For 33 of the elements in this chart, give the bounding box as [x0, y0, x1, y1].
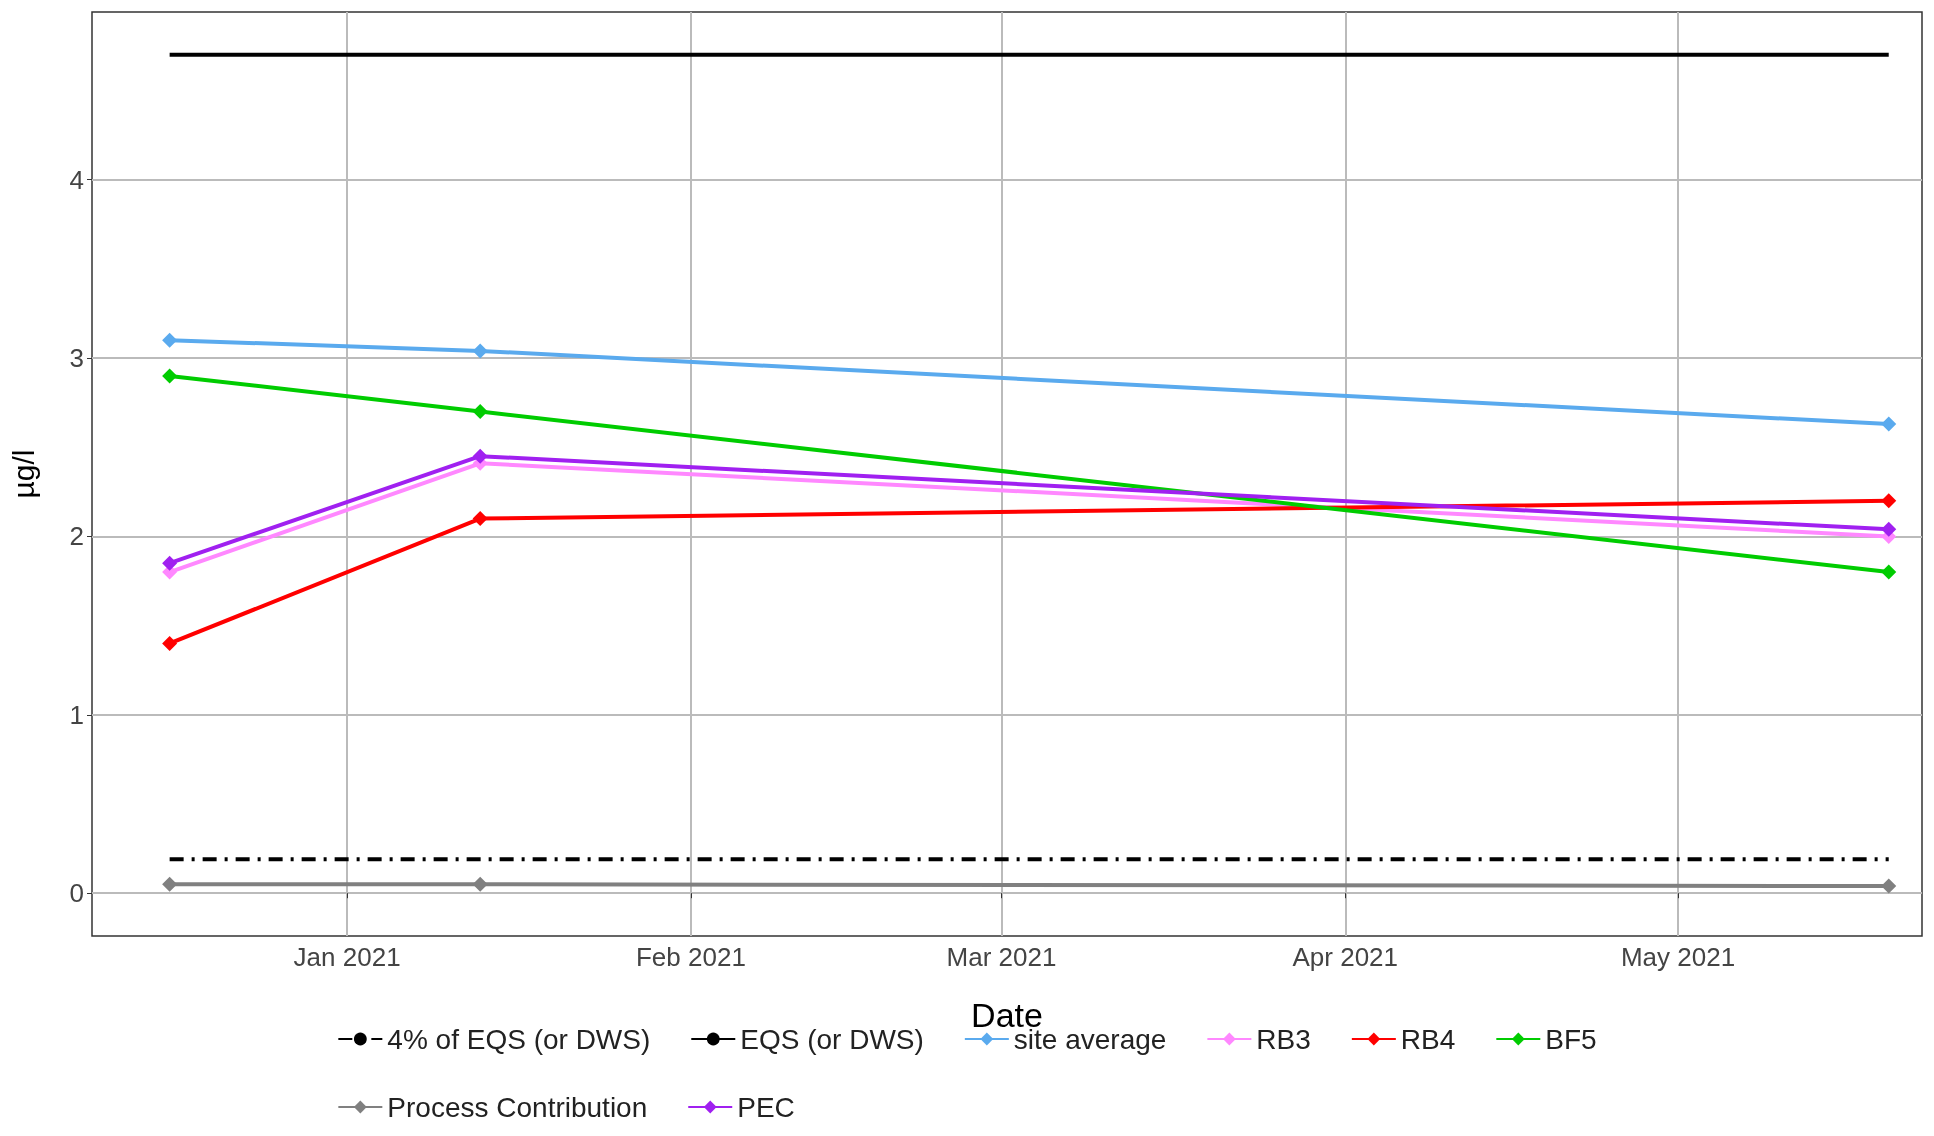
legend-label: RB3 [1256, 1023, 1311, 1055]
point [162, 635, 178, 651]
legend-label: PEC [737, 1091, 795, 1123]
point [472, 876, 488, 892]
legend-label: RB4 [1400, 1023, 1456, 1055]
point [1881, 416, 1897, 432]
y-tick-label: 3 [69, 343, 84, 374]
x-tick-label: May 2021 [1620, 942, 1736, 972]
x-tick-label: Jan 2021 [293, 942, 401, 972]
legend-label: EQS (or DWS) [740, 1023, 924, 1055]
point [472, 404, 488, 420]
y-tick-label: 4 [69, 164, 84, 195]
point [1881, 564, 1897, 580]
point [162, 876, 178, 892]
point [472, 448, 488, 464]
y-tick-label: 0 [69, 878, 84, 909]
point [162, 332, 178, 348]
point [1881, 878, 1897, 894]
x-tick-label: Apr 2021 [1292, 942, 1399, 972]
y-tick-label: 2 [69, 521, 84, 552]
y-tick-label: 1 [69, 699, 84, 730]
legend-label: Process Contribution [387, 1091, 648, 1123]
point [472, 343, 488, 359]
legend-label: BF5 [1545, 1023, 1597, 1055]
x-tick-label: Mar 2021 [946, 942, 1057, 972]
y-axis-title: µg/l [6, 449, 40, 499]
point [472, 511, 488, 527]
point [162, 555, 178, 571]
legend-label: 4% of EQS (or DWS) [387, 1023, 651, 1055]
point [1881, 521, 1897, 537]
point [1881, 493, 1897, 509]
point [162, 368, 178, 384]
x-tick-label: Feb 2021 [635, 942, 746, 972]
